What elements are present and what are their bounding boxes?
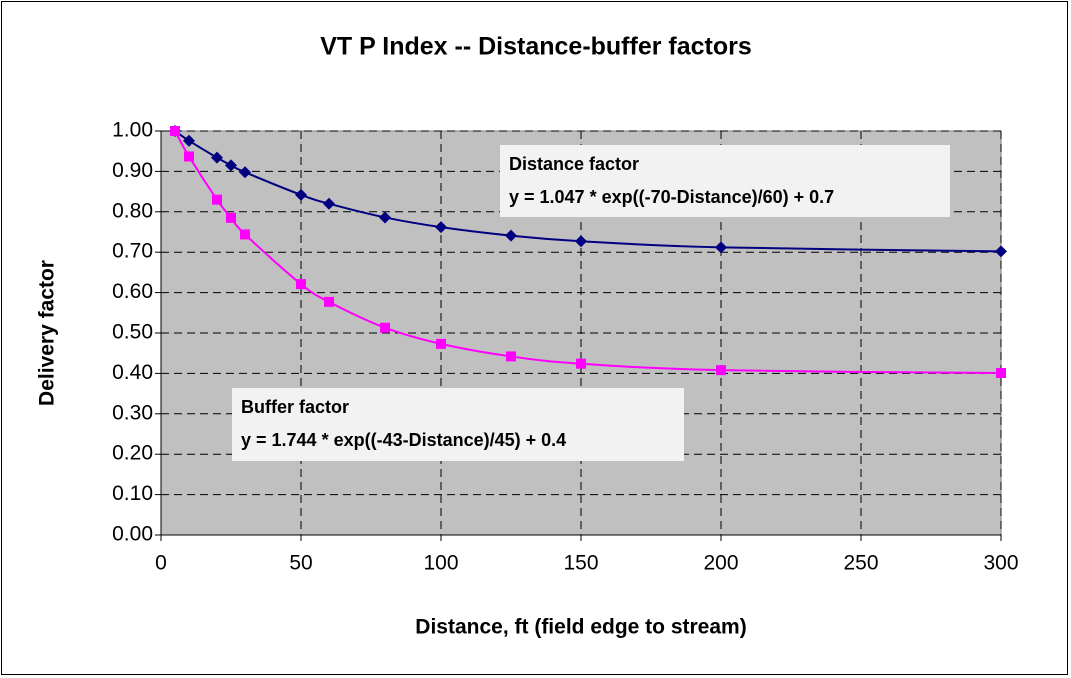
square-marker bbox=[296, 279, 306, 290]
diamond-marker bbox=[995, 245, 1007, 258]
diamond-marker bbox=[435, 221, 447, 234]
diamond-marker bbox=[225, 159, 237, 172]
diamond-marker bbox=[715, 241, 727, 254]
x-axis-title: Distance, ft (field edge to stream) bbox=[415, 616, 746, 639]
x-tick-label: 50 bbox=[289, 552, 312, 575]
x-tick-label: 150 bbox=[563, 552, 598, 575]
y-tick-label: 0.20 bbox=[112, 442, 153, 465]
square-marker bbox=[184, 151, 194, 162]
x-tick-label: 100 bbox=[423, 552, 458, 575]
x-tick-label: 300 bbox=[983, 552, 1018, 575]
y-tick-label: 0.10 bbox=[112, 482, 153, 505]
square-marker bbox=[170, 126, 180, 136]
square-marker bbox=[436, 338, 446, 349]
diamond-marker bbox=[575, 235, 587, 248]
annotation-box bbox=[500, 145, 950, 217]
y-tick-label: 0.70 bbox=[112, 240, 153, 263]
square-marker bbox=[324, 296, 334, 307]
diamond-marker bbox=[379, 211, 391, 224]
diamond-marker bbox=[323, 197, 335, 210]
square-marker bbox=[996, 367, 1006, 378]
annotation-box bbox=[232, 388, 684, 461]
x-tick-label: 250 bbox=[843, 552, 878, 575]
diamond-marker bbox=[183, 134, 195, 147]
annotations: Distance factor y = 1.047 * exp((-70-Dist… bbox=[232, 145, 950, 461]
x-tick-label: 0 bbox=[155, 552, 167, 575]
annotation-text: Buffer factor bbox=[241, 397, 349, 417]
y-tick-label: 0.30 bbox=[112, 401, 153, 424]
diamond-marker bbox=[505, 229, 517, 242]
square-marker bbox=[716, 365, 726, 376]
annotation-text: Distance factor bbox=[509, 154, 639, 174]
square-marker bbox=[380, 322, 390, 333]
y-tick-label: 0.00 bbox=[112, 523, 153, 546]
square-marker bbox=[212, 194, 222, 205]
y-tick-label: 0.50 bbox=[112, 321, 153, 344]
y-tick-label: 0.90 bbox=[112, 159, 153, 182]
series-layer bbox=[169, 125, 1007, 378]
square-marker bbox=[226, 212, 236, 223]
diamond-marker bbox=[211, 151, 223, 164]
y-tick-label: 0.80 bbox=[112, 199, 153, 222]
square-marker bbox=[506, 351, 516, 362]
series-line bbox=[174, 130, 1002, 374]
y-tick-label: 0.40 bbox=[112, 361, 153, 384]
y-tick-label: 0.60 bbox=[112, 280, 153, 303]
diamond-marker bbox=[239, 166, 251, 179]
y-axis-title: Delivery factor bbox=[36, 260, 59, 406]
square-marker bbox=[240, 229, 250, 240]
annotation-text: y = 1.047 * exp((-70-Distance)/60) + 0.7 bbox=[509, 187, 834, 207]
chart-title: VT P Index -- Distance-buffer factors bbox=[320, 33, 752, 61]
square-marker bbox=[576, 358, 586, 369]
diamond-marker bbox=[295, 188, 307, 201]
y-tick-label: 1.00 bbox=[112, 119, 153, 142]
x-tick-label: 200 bbox=[703, 552, 738, 575]
annotation-text: y = 1.744 * exp((-43-Distance)/45) + 0.4 bbox=[241, 430, 566, 450]
